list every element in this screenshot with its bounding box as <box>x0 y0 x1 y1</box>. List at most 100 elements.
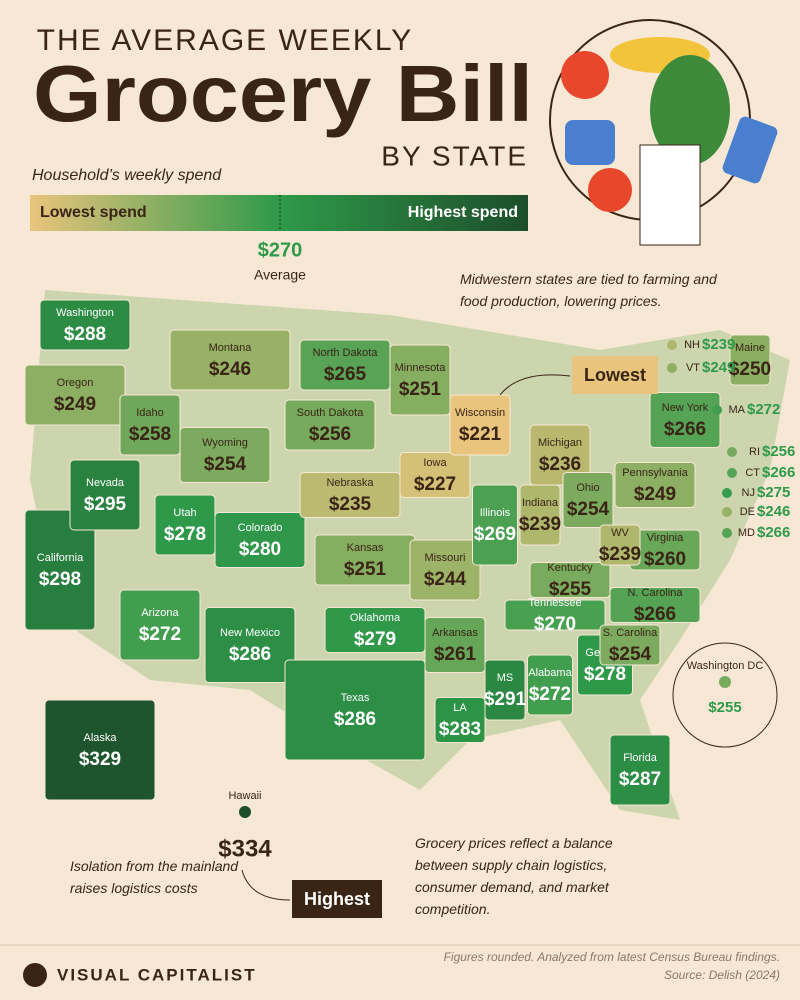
state <box>614 462 696 508</box>
state-value: $239 <box>599 544 641 565</box>
state-name: N. Carolina <box>627 587 683 599</box>
state <box>284 659 426 761</box>
state <box>609 587 701 623</box>
state <box>449 394 511 456</box>
title-line3: BY STATE <box>381 140 528 171</box>
state <box>472 484 518 566</box>
state-value: $295 <box>84 494 127 515</box>
state-name: Arizona <box>141 607 179 619</box>
state-name: MA <box>729 404 746 416</box>
state-value: $288 <box>64 324 106 345</box>
state <box>434 697 486 743</box>
state-name: MD <box>738 527 755 539</box>
state-name: South Dakota <box>297 407 365 419</box>
state-value: $272 <box>139 624 181 645</box>
state-value: $334 <box>218 835 272 862</box>
highest-box <box>292 880 382 918</box>
state-name: Maine <box>735 342 765 354</box>
state-name: Iowa <box>423 457 447 469</box>
state-value: $255 <box>708 699 741 716</box>
note-balance-text: Grocery prices reflect a balance between… <box>415 835 613 917</box>
state-value: $278 <box>164 524 206 545</box>
state-value: $287 <box>619 769 661 790</box>
state-name: Florida <box>623 752 658 764</box>
state-value: $266 <box>762 464 795 481</box>
state-value: $258 <box>129 424 171 445</box>
state-name: Oregon <box>57 377 94 389</box>
state-name: WV <box>611 527 629 539</box>
state-name: MS <box>497 672 514 684</box>
title-line1: THE AVERAGE WEEKLY <box>37 24 414 57</box>
subtitle: Household’s weekly spend <box>32 167 222 184</box>
state-name: Washington DC <box>687 660 764 672</box>
state-value: $298 <box>39 569 81 590</box>
state-name: Hawaii <box>228 790 261 802</box>
lowest-arrow <box>499 374 571 396</box>
state-value: $249 <box>54 394 96 415</box>
state-value: $246 <box>209 359 251 380</box>
footer-source: Source: Delish (2024) <box>664 968 780 982</box>
state-name: RI <box>749 446 760 458</box>
state <box>39 299 131 351</box>
highest-label: Highest <box>304 889 370 909</box>
state-name: Nevada <box>86 477 125 489</box>
state <box>667 340 677 350</box>
state-name: Tennessee <box>528 597 581 609</box>
state <box>727 468 737 478</box>
state <box>119 589 201 661</box>
state-name: North Dakota <box>313 347 379 359</box>
state-value: $269 <box>474 524 516 545</box>
state <box>179 427 271 483</box>
state-value: $254 <box>567 499 610 520</box>
state-name: Alaska <box>83 732 117 744</box>
state <box>204 607 296 683</box>
state <box>389 344 451 416</box>
state <box>599 624 661 666</box>
state-value: $270 <box>534 614 576 635</box>
state <box>712 405 722 415</box>
state-value: $251 <box>399 379 442 400</box>
state-name: NJ <box>742 487 755 499</box>
state-name: Wyoming <box>202 437 248 449</box>
state-name: Oklahoma <box>350 612 401 624</box>
footer-note: Figures rounded. Analyzed from latest Ce… <box>444 950 780 964</box>
state-value: $272 <box>529 684 571 705</box>
state-value: $254 <box>204 454 247 475</box>
state <box>529 424 591 486</box>
state-value: $256 <box>309 424 351 445</box>
state-value: $275 <box>757 484 790 501</box>
state-value: $251 <box>344 559 387 580</box>
state-value: $260 <box>644 549 686 570</box>
brand-logo <box>23 963 47 987</box>
state <box>722 507 732 517</box>
state <box>719 676 731 688</box>
state <box>609 734 671 806</box>
lowest-box <box>572 356 658 394</box>
state-name: Kansas <box>347 542 384 554</box>
state-value: $244 <box>424 569 467 590</box>
state-value: $239 <box>702 336 735 353</box>
state <box>409 539 481 601</box>
legend-bar <box>30 195 528 231</box>
state-name: Kentucky <box>547 562 593 574</box>
state <box>484 659 526 721</box>
state-name: Nebraska <box>326 477 374 489</box>
state-value: $227 <box>414 474 456 495</box>
lowest-label: Lowest <box>584 365 646 385</box>
note-midwest: Midwestern states are tied to farming an… <box>460 271 717 309</box>
state-name: Washington <box>56 307 114 319</box>
state-name: LA <box>453 702 467 714</box>
state-name: DE <box>740 506 755 518</box>
state <box>562 472 614 528</box>
average-text: Average <box>254 267 306 283</box>
state <box>527 654 573 716</box>
legend-high: Highest spend <box>408 204 518 221</box>
state <box>239 806 251 818</box>
state-value: $278 <box>584 664 626 685</box>
state-name: Idaho <box>136 407 164 419</box>
state <box>599 524 641 566</box>
state <box>399 452 471 498</box>
state <box>722 528 732 538</box>
